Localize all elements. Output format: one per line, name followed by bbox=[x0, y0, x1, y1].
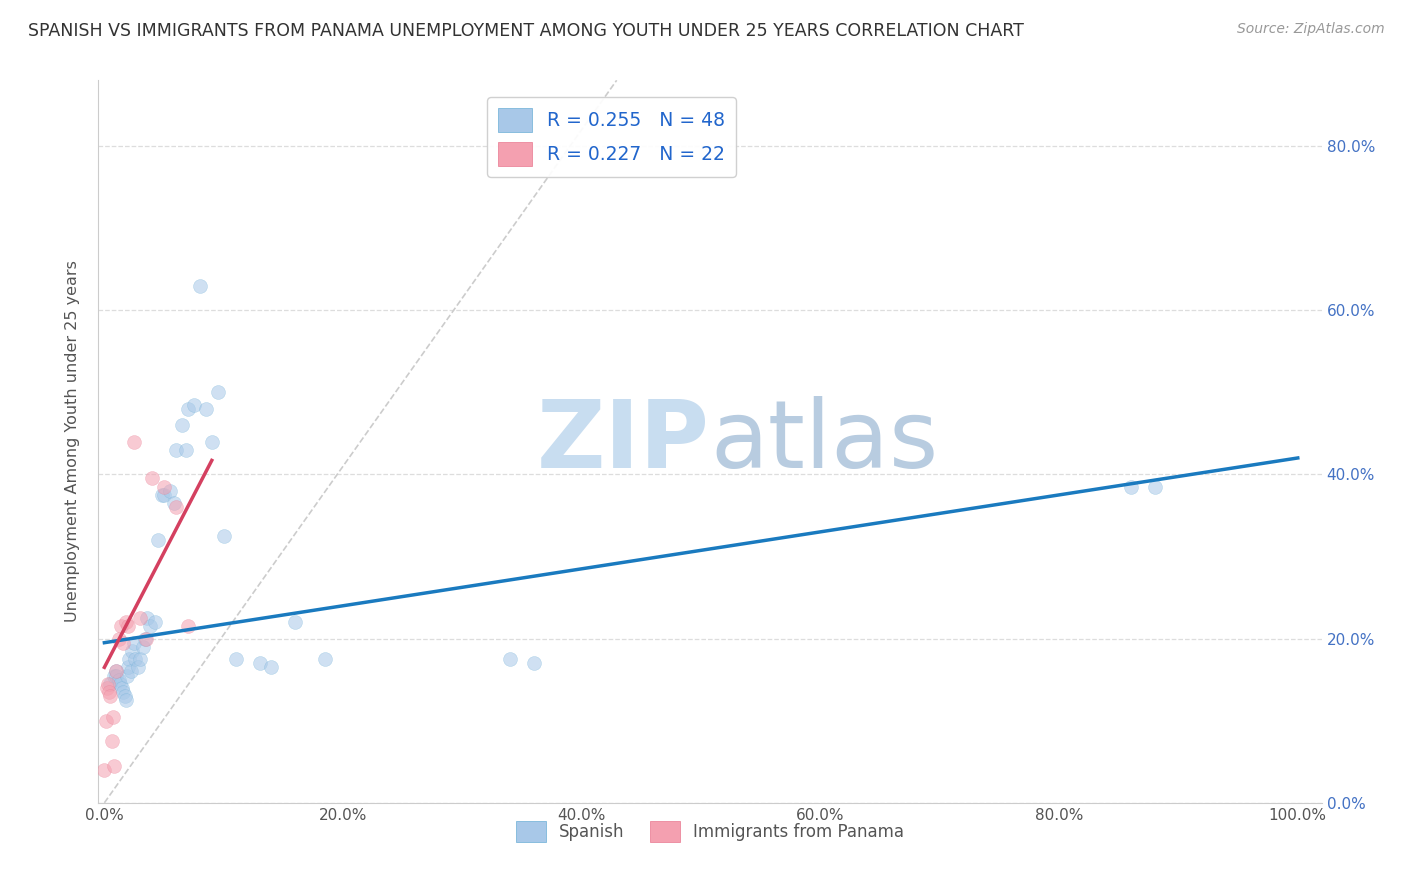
Point bbox=[134, 632, 156, 646]
Point bbox=[98, 677, 121, 691]
Point bbox=[162, 496, 184, 510]
Point bbox=[103, 668, 125, 682]
Point bbox=[177, 619, 200, 633]
Point bbox=[201, 434, 224, 449]
Point bbox=[94, 714, 117, 728]
Point bbox=[141, 471, 163, 485]
Point bbox=[115, 615, 138, 630]
Point bbox=[118, 652, 141, 666]
Point bbox=[284, 615, 307, 630]
Point bbox=[115, 693, 138, 707]
Point bbox=[105, 668, 128, 682]
Legend: Spanish, Immigrants from Panama: Spanish, Immigrants from Panama bbox=[509, 814, 911, 848]
Point bbox=[146, 533, 169, 547]
Point bbox=[105, 665, 128, 679]
Point bbox=[96, 681, 118, 695]
Point bbox=[523, 657, 546, 671]
Point bbox=[212, 529, 235, 543]
Point bbox=[103, 759, 125, 773]
Point bbox=[127, 660, 149, 674]
Text: atlas: atlas bbox=[710, 395, 938, 488]
Point bbox=[174, 442, 197, 457]
Point bbox=[98, 685, 121, 699]
Point bbox=[110, 619, 132, 633]
Point bbox=[93, 763, 115, 777]
Point bbox=[188, 278, 211, 293]
Point bbox=[143, 615, 166, 630]
Point bbox=[153, 488, 176, 502]
Point bbox=[112, 636, 135, 650]
Point bbox=[111, 681, 134, 695]
Point bbox=[150, 488, 173, 502]
Point bbox=[177, 401, 200, 416]
Point bbox=[165, 500, 187, 515]
Point bbox=[117, 660, 139, 674]
Text: Source: ZipAtlas.com: Source: ZipAtlas.com bbox=[1237, 22, 1385, 37]
Point bbox=[122, 434, 145, 449]
Point bbox=[101, 709, 124, 723]
Point bbox=[165, 442, 187, 457]
Point bbox=[98, 689, 121, 703]
Point bbox=[153, 480, 176, 494]
Point bbox=[112, 685, 135, 699]
Point bbox=[129, 611, 152, 625]
Point bbox=[138, 619, 160, 633]
Point bbox=[121, 644, 143, 658]
Point bbox=[136, 611, 159, 625]
Point bbox=[124, 652, 146, 666]
Point bbox=[105, 665, 128, 679]
Point bbox=[122, 636, 145, 650]
Point bbox=[314, 652, 336, 666]
Point bbox=[170, 418, 193, 433]
Text: ZIP: ZIP bbox=[537, 395, 710, 488]
Point bbox=[499, 652, 522, 666]
Point bbox=[114, 689, 136, 703]
Point bbox=[260, 660, 283, 674]
Point bbox=[129, 652, 152, 666]
Point bbox=[97, 677, 120, 691]
Point bbox=[115, 668, 138, 682]
Point bbox=[108, 677, 131, 691]
Y-axis label: Unemployment Among Youth under 25 years: Unemployment Among Youth under 25 years bbox=[65, 260, 80, 623]
Point bbox=[225, 652, 247, 666]
Point bbox=[135, 632, 157, 646]
Point bbox=[117, 619, 139, 633]
Point bbox=[131, 640, 153, 654]
Point bbox=[159, 483, 181, 498]
Point bbox=[107, 673, 129, 687]
Text: SPANISH VS IMMIGRANTS FROM PANAMA UNEMPLOYMENT AMONG YOUTH UNDER 25 YEARS CORREL: SPANISH VS IMMIGRANTS FROM PANAMA UNEMPL… bbox=[28, 22, 1024, 40]
Point bbox=[207, 385, 229, 400]
Point bbox=[1119, 480, 1142, 494]
Point bbox=[194, 401, 217, 416]
Point bbox=[100, 734, 122, 748]
Point bbox=[249, 657, 271, 671]
Point bbox=[183, 398, 205, 412]
Point bbox=[107, 632, 129, 646]
Point bbox=[1143, 480, 1166, 494]
Point bbox=[120, 665, 142, 679]
